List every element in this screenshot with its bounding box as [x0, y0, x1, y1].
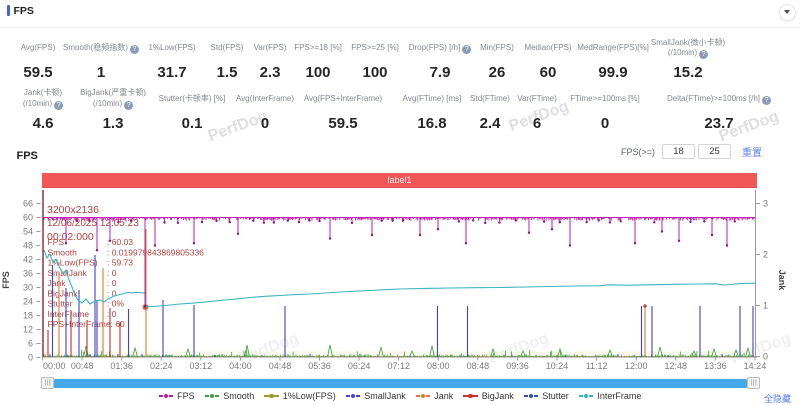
svg-text:04:48: 04:48	[269, 361, 292, 371]
svg-text:SmallJank: SmallJank	[48, 268, 88, 278]
svg-text:0: 0	[28, 353, 33, 363]
svg-text:04:00: 04:00	[229, 361, 252, 371]
svg-text:02:24: 02:24	[150, 361, 173, 371]
svg-text:: 0: : 0	[107, 309, 117, 319]
svg-text:: 0.019979843869805336: : 0.019979843869805336	[107, 247, 204, 257]
svg-text:42: 42	[23, 255, 33, 265]
svg-text:00:02:000: 00:02:000	[47, 231, 94, 243]
svg-text:3200x2136: 3200x2136	[47, 204, 99, 216]
svg-text:30: 30	[23, 283, 33, 293]
svg-text:36: 36	[23, 269, 33, 279]
svg-text:14:24: 14:24	[744, 361, 767, 371]
svg-text:: 0: : 0	[107, 268, 117, 278]
svg-text:06:24: 06:24	[348, 361, 371, 371]
svg-text:InterFrame: InterFrame	[48, 309, 90, 319]
svg-text:6: 6	[28, 339, 33, 349]
svg-text:00:00: 00:00	[43, 361, 66, 371]
svg-text:: 60: : 60	[111, 319, 125, 329]
svg-text:1%Low(FPS): 1%Low(FPS)	[48, 258, 98, 268]
svg-text:03:12: 03:12	[190, 361, 213, 371]
svg-text:FPS: FPS	[48, 237, 65, 247]
svg-text:10:24: 10:24	[546, 361, 569, 371]
svg-text:60: 60	[23, 213, 33, 223]
svg-text:24: 24	[23, 297, 33, 307]
svg-text:3: 3	[763, 199, 768, 209]
svg-text:12:00: 12:00	[625, 361, 648, 371]
svg-text:Jank: Jank	[777, 270, 787, 292]
svg-text:2: 2	[763, 250, 768, 260]
svg-text:: 0: : 0	[107, 278, 117, 288]
svg-text:08:48: 08:48	[467, 361, 490, 371]
svg-text:12/06/2025 12:05:23: 12/06/2025 12:05:23	[47, 218, 139, 229]
svg-text:00:48: 00:48	[71, 361, 94, 371]
svg-text:BigJank: BigJank	[48, 288, 79, 298]
svg-text:66: 66	[23, 199, 33, 209]
svg-text:Stutter: Stutter	[48, 299, 73, 309]
svg-text:0: 0	[763, 352, 768, 362]
svg-text:11:12: 11:12	[586, 361, 608, 371]
svg-text:13:36: 13:36	[704, 361, 727, 371]
svg-text:12:48: 12:48	[665, 361, 688, 371]
svg-text:Jank: Jank	[48, 278, 67, 288]
svg-text:: 0%: : 0%	[107, 299, 124, 309]
svg-text:1: 1	[763, 301, 768, 311]
svg-text:18: 18	[23, 311, 33, 321]
svg-text:Smooth: Smooth	[48, 247, 78, 257]
svg-text:: 60.03: : 60.03	[107, 237, 133, 247]
svg-text:54: 54	[23, 227, 33, 237]
svg-text:12: 12	[23, 325, 33, 335]
svg-text:48: 48	[23, 241, 33, 251]
svg-text:01:36: 01:36	[110, 361, 133, 371]
svg-text:05:36: 05:36	[308, 361, 331, 371]
svg-text:08:00: 08:00	[427, 361, 450, 371]
svg-text:07:12: 07:12	[387, 361, 410, 371]
svg-text:: 0: : 0	[107, 288, 117, 298]
svg-text:: 59.73: : 59.73	[107, 258, 133, 268]
svg-text:09:36: 09:36	[506, 361, 529, 371]
svg-text:FPS: FPS	[1, 271, 11, 289]
